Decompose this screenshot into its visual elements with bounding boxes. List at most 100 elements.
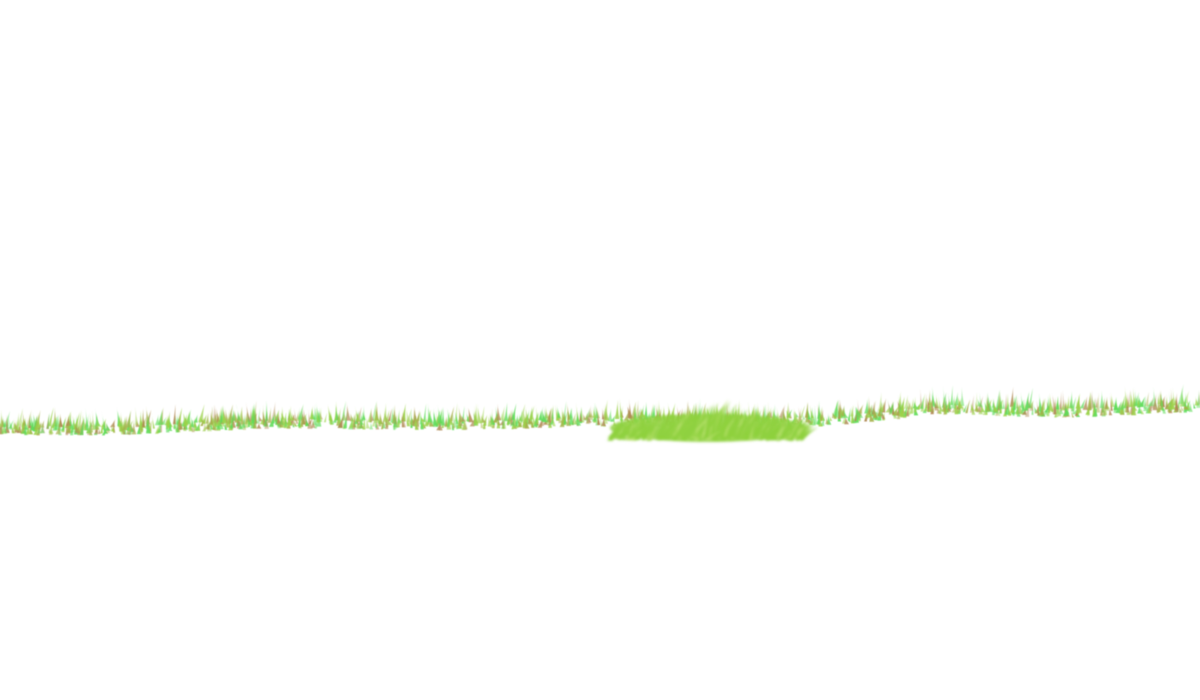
grass-blade	[465, 407, 470, 422]
grass-blade	[880, 406, 884, 416]
grass-blade	[414, 411, 420, 427]
grass-blade	[793, 409, 799, 418]
grass-blade	[175, 412, 179, 433]
grass-blade	[643, 401, 649, 420]
grass-blade	[105, 419, 111, 431]
grass-blade	[839, 399, 845, 417]
grass-blade	[1046, 403, 1051, 417]
grass-blade	[1036, 396, 1040, 416]
grass-blade	[957, 393, 964, 409]
grass-blade	[1184, 397, 1187, 407]
grass-blade	[19, 414, 25, 429]
grass-blade	[48, 426, 52, 433]
grass-blade	[965, 399, 971, 414]
grass-blade	[1051, 391, 1058, 412]
grass-blade	[145, 411, 150, 429]
grass-blade	[128, 420, 132, 435]
grass-blade	[39, 420, 45, 428]
grass-blade	[414, 418, 419, 430]
grass-blade	[434, 405, 440, 426]
grass-blade	[6, 414, 9, 430]
grass-blade	[374, 417, 378, 428]
grass-blade	[13, 421, 18, 430]
grass-blade	[75, 425, 81, 432]
grass-blade	[252, 412, 257, 429]
grass-blade	[533, 412, 538, 428]
grass-blade	[172, 404, 176, 425]
grass-tuft-blade	[696, 415, 711, 439]
grass-blade	[1015, 396, 1019, 409]
grass-blade	[1062, 407, 1068, 417]
grass-blade	[619, 411, 624, 421]
grass-blade	[1007, 406, 1012, 415]
grass-blade	[819, 409, 823, 422]
grass-blade	[543, 417, 548, 425]
grass-blade	[93, 422, 100, 430]
grass-blade	[635, 400, 640, 419]
grass-tuft-blade	[678, 409, 688, 436]
grass-blade	[816, 410, 821, 425]
grass-blade	[912, 400, 918, 409]
grass-blade	[292, 416, 297, 426]
grass-blade	[4, 414, 10, 434]
grass-blade	[370, 410, 375, 422]
grass-blade	[576, 413, 581, 426]
grass-blade	[1100, 396, 1106, 416]
grass-tuft-blade	[702, 409, 720, 437]
grass-blade	[820, 416, 825, 426]
grass-blade	[461, 415, 466, 430]
grass-blade	[198, 404, 205, 422]
grass-blade	[997, 395, 1003, 408]
grass-tuft-blade	[791, 416, 805, 436]
grass-blade	[328, 411, 332, 421]
grass-blade	[182, 409, 189, 426]
grass-blades-layer	[0, 384, 1200, 436]
grass-tuft-blade	[662, 412, 682, 436]
grass-tuft-blade	[648, 419, 662, 441]
grass-blade	[837, 408, 842, 419]
grass-blade	[854, 410, 858, 422]
grass-blade	[1147, 405, 1152, 414]
grass-blade	[1110, 392, 1115, 408]
grass-blade	[601, 407, 605, 420]
grass-blade	[839, 411, 845, 419]
grass-blade	[607, 408, 613, 422]
grass-blade	[1124, 386, 1129, 407]
grass-blade	[1113, 398, 1118, 413]
grass-blade	[1157, 392, 1161, 405]
grass-blade	[1055, 396, 1060, 410]
grass-blade	[525, 416, 530, 429]
grass-blade	[216, 418, 222, 430]
grass-blade	[613, 417, 617, 426]
grass-blade	[773, 409, 778, 419]
grass-blade	[811, 411, 815, 419]
grass-blade	[216, 406, 222, 426]
grass-blade	[595, 403, 599, 419]
grass-blade	[157, 408, 163, 425]
grass-blade	[345, 402, 351, 421]
grass-blade	[579, 409, 583, 422]
grass-blade	[549, 406, 553, 422]
grass-blade	[86, 419, 94, 435]
grass-blade	[783, 408, 787, 422]
grass-blade	[509, 415, 516, 427]
grass-blade	[61, 418, 66, 431]
grass-blade	[385, 414, 389, 429]
grass-blade	[49, 425, 54, 434]
grass-blade	[831, 410, 837, 419]
grass-blade	[1066, 407, 1070, 416]
grass-blade	[122, 421, 126, 435]
grass-blade	[778, 406, 784, 418]
grass-tuft-blade	[658, 412, 669, 436]
grass-blade	[581, 414, 586, 423]
grass-blade	[973, 403, 979, 411]
grass-blade	[100, 421, 103, 434]
grass-blade	[580, 409, 587, 420]
grass-blade	[985, 394, 990, 412]
grass-blade	[538, 409, 542, 421]
grass-blade	[592, 406, 597, 418]
grass-blade	[1075, 393, 1081, 409]
grass-blade	[956, 402, 959, 413]
grass-blade	[907, 396, 913, 410]
grass-blade	[589, 410, 595, 418]
